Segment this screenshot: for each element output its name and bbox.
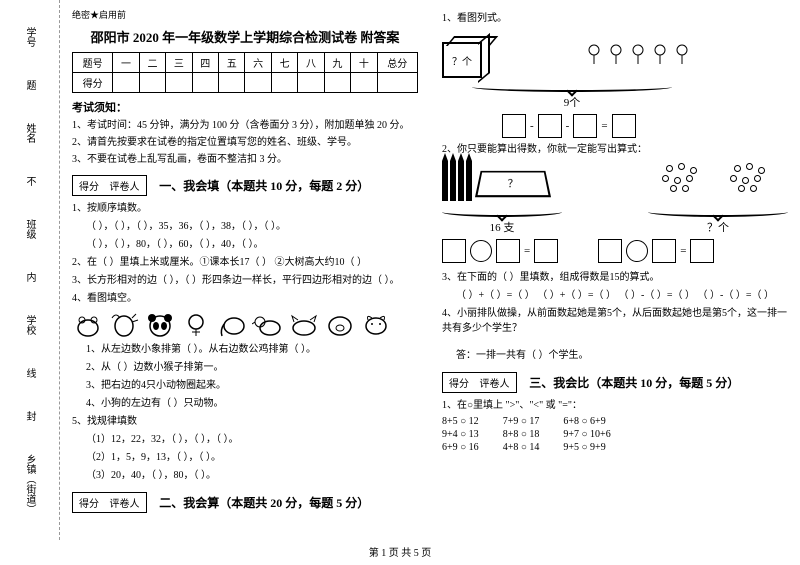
pig-icon (324, 310, 356, 338)
question-sub: （ ），（ ），（ ），35，36，（ ），38，（ ），（ ）。 (86, 219, 418, 234)
cloud-icon (728, 161, 788, 197)
score-box: 得分 评卷人 (72, 492, 147, 513)
question: 3、长方形相对的边（ ），（ ）形四条边一样长，平行四边形相对的边（ ）。 (72, 273, 418, 288)
question: 4、看图填空。 (72, 291, 418, 306)
section-2-title: 二、我会算（本题共 20 分，每题 5 分） (159, 496, 369, 510)
binding-note: 内 (22, 272, 37, 282)
blank-box (496, 239, 520, 263)
binding-note: 封 (22, 411, 37, 421)
right-column: 1、看图列式。 ？个 9个 - - = (430, 0, 800, 540)
cat-icon (288, 310, 320, 338)
animal-row (72, 310, 418, 338)
blank-box (538, 114, 562, 138)
score-box: 得分 评卷人 (72, 175, 147, 196)
question-sub: 4、小狗的左边有（ ）只动物。 (86, 396, 418, 411)
binding-field: 学校 (22, 315, 37, 335)
duck-icon (252, 310, 284, 338)
compare-row: 8+5 ○ 12 7+9 ○ 17 6+8 ○ 6+9 (442, 416, 788, 427)
flower-icon (586, 44, 602, 64)
question: 1、在○里填上 ">"、"<" 或 "="： (442, 398, 788, 413)
elephant-icon (216, 310, 248, 338)
question-sub: （ ），（ ），80，（ ），60，（ ），40，（ ）。 (86, 237, 418, 252)
question: 3、在下面的（ ）里填数，组成得数是15的算式。 (442, 270, 788, 285)
monkey-icon (180, 310, 212, 338)
blank-box (690, 239, 714, 263)
equation-boxes: - - = (502, 114, 788, 138)
compare-row: 6+9 ○ 16 4+8 ○ 14 9+5 ○ 9+9 (442, 442, 788, 453)
pencils-icon (442, 161, 472, 201)
flower-icon (630, 44, 646, 64)
binding-margin: 学号 题 姓名 不 班级 内 学校 线 封 乡镇（街道） (0, 0, 60, 540)
equation-boxes: = (442, 239, 558, 263)
blank-box (442, 239, 466, 263)
notice-item: 3、不要在试卷上乱写乱画，卷面不整洁扣 3 分。 (72, 152, 418, 167)
binding-field: 学号 (22, 27, 37, 47)
brace-icon (442, 207, 562, 217)
secrecy-note: 绝密★启用前 (72, 8, 418, 21)
table-row: 得分 (73, 73, 418, 93)
blank-box (573, 114, 597, 138)
binding-field: 班级 (22, 219, 37, 239)
notice-item: 1、考试时间：45 分钟，满分为 100 分（含卷面分 3 分），附加题单独 2… (72, 118, 418, 133)
binding-note: 线 (22, 368, 37, 378)
table-row: 题号 一 二 三 四 五 六 七 八 九 十 总分 (73, 53, 418, 73)
question-sub: （ ）+（ ）=（ ） （ ）+（ ）=（ ） （ ）-（ ）=（ ） （ ）-… (456, 288, 788, 303)
cube-icon: ？个 (442, 42, 482, 78)
section-3-title: 三、我会比（本题共 10 分，每题 5 分） (529, 376, 739, 390)
blank-circle (626, 240, 648, 262)
question-sub: 1、从左边数小象排第（ ）。从右边数公鸡排第（ ）。 (86, 342, 418, 357)
blank-box (502, 114, 526, 138)
question-sub: （3）20，40，（ ），80，（ ）。 (86, 468, 418, 483)
question-sub: 2、从（ ）边数小猴子排第一。 (86, 360, 418, 375)
left-column: 绝密★启用前 邵阳市 2020 年一年级数学上学期综合检测试卷 附答案 题号 一… (60, 0, 430, 540)
figure-row: ？个 (442, 30, 788, 78)
question: 5、找规律填数 (72, 414, 418, 429)
section-1-title: 一、我会填（本题共 10 分，每题 2 分） (159, 179, 369, 193)
binding-field: 乡镇（街道） (22, 454, 37, 514)
compare-row: 9+4 ○ 13 8+8 ○ 18 9+7 ○ 10+6 (442, 429, 788, 440)
figure-row: ？ (442, 161, 788, 201)
binding-field: 姓名 (22, 123, 37, 143)
cloud-icon (660, 161, 720, 197)
binding-note: 不 (22, 176, 37, 186)
question: 2、你只要能算出得数，你就一定能写出算式： (442, 142, 788, 157)
flower-icon (674, 44, 690, 64)
rooster-icon (108, 310, 140, 338)
question: 4、小丽排队做操，从前面数起她是第5个，从后面数起她也是第5个，这一排一共有多少… (442, 306, 788, 336)
equation-boxes: = (598, 239, 714, 263)
page-footer: 第 1 页 共 5 页 (0, 544, 800, 559)
notice-item: 2、请首先按要求在试卷的指定位置填写您的姓名、班级、学号。 (72, 135, 418, 150)
brace-icon (648, 207, 788, 217)
panda-icon (144, 310, 176, 338)
question: 2、在（ ）里填上米或厘米。①课本长17（ ） ②大树高大约10（ ） (72, 255, 418, 270)
brace-icon (472, 82, 672, 92)
flower-icon (608, 44, 624, 64)
flower-icon (652, 44, 668, 64)
frog-icon (72, 310, 104, 338)
question-sub: （2）1，5，9，13，（ ），（ ）。 (86, 450, 418, 465)
exam-title: 邵阳市 2020 年一年级数学上学期综合检测试卷 附答案 (72, 27, 418, 46)
score-table: 题号 一 二 三 四 五 六 七 八 九 十 总分 得分 (72, 52, 418, 93)
answer-line: 答：一排一共有（ ）个学生。 (456, 348, 788, 363)
blank-box (652, 239, 676, 263)
question-sub: 3、把右边的4只小动物圈起来。 (86, 378, 418, 393)
binding-note: 题 (22, 80, 37, 90)
dog-icon (360, 310, 392, 338)
question: 1、按顺序填数。 (72, 201, 418, 216)
blank-box (534, 239, 558, 263)
question: 1、看图列式。 (442, 11, 788, 26)
question-sub: （1）12，22，32，（ ），（ ），（ ）。 (86, 432, 418, 447)
notice-title: 考试须知： (72, 99, 418, 115)
eraser-icon: ？ (475, 171, 551, 197)
blank-box (598, 239, 622, 263)
score-box: 得分 评卷人 (442, 372, 517, 393)
blank-box (612, 114, 636, 138)
blank-circle (470, 240, 492, 262)
